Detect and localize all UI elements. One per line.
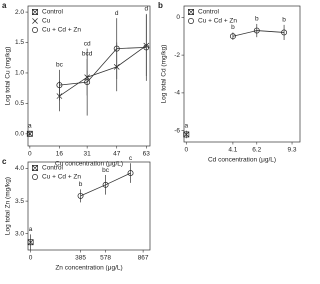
data-point — [77, 192, 84, 199]
y-tick-label: 0.0 — [15, 131, 24, 138]
legend-label: Control — [198, 9, 220, 16]
y-tick-label: 1.0 — [15, 70, 24, 77]
panel-letter: b — [158, 1, 163, 10]
data-point — [281, 29, 288, 36]
legend-marker — [32, 9, 38, 15]
significance-letter: a — [29, 226, 33, 233]
x-axis-title: Cd concentration (μg/L) — [208, 157, 276, 164]
x-tick-label: 63 — [143, 151, 151, 158]
x-tick-label: 0 — [29, 255, 33, 262]
significance-letter: cd — [84, 40, 91, 47]
legend-label: Control — [42, 165, 64, 172]
y-tick-label: 0.5 — [15, 100, 24, 107]
data-point — [127, 170, 134, 177]
data-point — [183, 131, 190, 138]
data-point — [56, 82, 63, 89]
y-tick-label: 3.0 — [15, 230, 24, 237]
panel-letter: a — [2, 1, 7, 10]
data-point — [26, 130, 33, 137]
data-point — [27, 239, 34, 246]
series-line — [59, 45, 147, 97]
significance-letter: b — [282, 17, 286, 24]
x-tick-label: 385 — [75, 255, 86, 262]
x-tick-label: 867 — [138, 255, 149, 262]
plot-frame — [27, 161, 151, 251]
significance-letter: bc — [102, 167, 110, 174]
series-line — [232, 30, 285, 37]
significance-letter: bc — [56, 62, 64, 69]
x-tick-label: 0 — [184, 147, 188, 154]
significance-letter: b — [231, 24, 235, 31]
data-point — [102, 181, 109, 188]
legend-label: Cu — [42, 18, 51, 25]
legend-marker — [32, 165, 38, 171]
legend-marker — [32, 27, 38, 33]
data-point — [113, 45, 120, 52]
y-axis-title: Log total Cu (mg/kg) — [5, 47, 12, 106]
legend-label: Cu + Cd + Zn — [42, 27, 81, 34]
x-tick-label: 16 — [56, 151, 64, 158]
legend-marker — [32, 174, 38, 180]
significance-letter: a — [184, 122, 188, 129]
x-tick-label: 0 — [28, 151, 32, 158]
data-point — [229, 33, 236, 40]
y-axis-title: Log total Cd (mg/kg) — [161, 45, 168, 104]
legend-marker — [188, 18, 194, 24]
y-tick-label: 0 — [176, 14, 180, 21]
significance-letter: a — [28, 123, 32, 130]
plot-frame — [183, 5, 301, 143]
series-line — [59, 46, 147, 86]
plot-frame — [27, 5, 151, 147]
significance-letter: d — [144, 6, 148, 13]
legend-label: Control — [42, 9, 64, 16]
x-tick-label: 31 — [84, 151, 92, 158]
panel-letter: c — [2, 157, 7, 166]
x-tick-label: 9.3 — [288, 147, 297, 154]
y-tick-label: 3.5 — [15, 198, 24, 205]
significance-letter: d — [115, 10, 119, 17]
data-point — [143, 44, 150, 51]
y-tick-label: -4 — [174, 90, 180, 97]
y-axis-title: Log total Zn (mg/kg) — [5, 177, 12, 235]
y-tick-label: -6 — [174, 127, 180, 134]
x-tick-label: 6.2 — [252, 147, 261, 154]
x-axis-title: Zn concentration (μg/L) — [55, 265, 122, 272]
y-tick-label: 2.0 — [15, 9, 24, 16]
significance-letter: c — [129, 155, 133, 162]
y-tick-label: 1.5 — [15, 39, 24, 46]
data-point — [84, 79, 91, 86]
y-tick-label: 4.0 — [15, 165, 24, 172]
significance-letter: b — [255, 16, 259, 23]
x-tick-label: 47 — [113, 151, 121, 158]
legend-marker — [188, 9, 194, 15]
y-tick-label: -2 — [174, 52, 180, 59]
x-tick-label: 578 — [100, 255, 111, 262]
legend-label: Cu + Cd + Zn — [198, 18, 237, 25]
data-point — [253, 27, 260, 34]
x-tick-label: 4.1 — [228, 147, 237, 154]
significance-letter: b — [79, 181, 83, 188]
legend-marker — [32, 18, 38, 24]
legend-label: Cu + Cd + Zn — [42, 174, 81, 181]
figure: a 0 16 31 47 63 0.0 0.5 1.0 1.5 2.0 Cu concentratio… — [2, 1, 301, 272]
x-axis-title: Cu concentration (μg/L) — [55, 161, 123, 168]
